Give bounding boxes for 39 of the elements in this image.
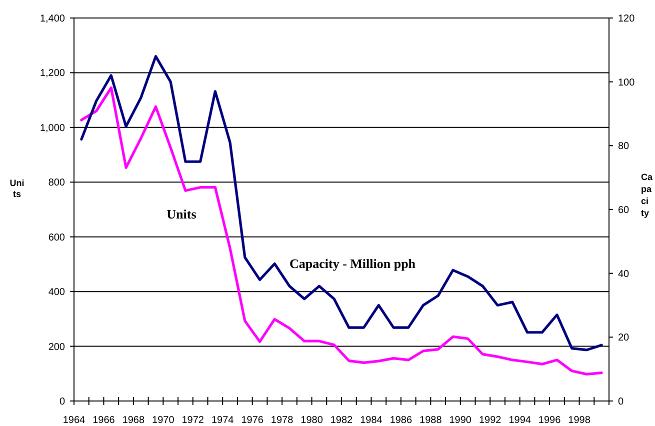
x-tick-label: 1996: [538, 415, 562, 426]
y2-tick-label: 80: [618, 141, 630, 152]
series-label: Units: [166, 206, 196, 222]
y-tick-label: 200: [48, 342, 66, 353]
y-axis-title: Units: [10, 178, 24, 199]
x-tick-label: 1964: [62, 415, 86, 426]
x-tick-label: 1982: [330, 415, 354, 426]
x-tick-label: 1988: [420, 415, 442, 426]
y2-tick-label: 20: [618, 332, 630, 344]
y2-tick-label: 120: [618, 14, 636, 24]
y-tick-label: 600: [48, 232, 66, 244]
y-tick-label: 400: [48, 287, 66, 298]
y-tick-label: 1,200: [40, 68, 66, 80]
x-tick-label: 1986: [390, 415, 413, 426]
y2-tick-label: 0: [618, 396, 624, 408]
y2-tick-label: 60: [618, 205, 630, 216]
x-tick-label: 1978: [270, 415, 294, 426]
x-tick-label: 1970: [152, 415, 175, 426]
y-tick-label: 800: [48, 178, 66, 189]
y-tick-label: 1,000: [40, 122, 66, 134]
y-tick-label: 0: [59, 396, 66, 408]
x-tick-label: 1994: [508, 415, 532, 426]
y2-tick-label: 100: [618, 77, 636, 88]
x-tick-label: 1992: [478, 415, 502, 426]
line-series: [80, 86, 603, 376]
x-tick-label: 1976: [241, 415, 264, 426]
x-tick-label: 1980: [300, 415, 324, 426]
x-tick-label: 1972: [182, 415, 204, 426]
line-series: [80, 55, 603, 352]
y2-tick-label: 40: [618, 268, 630, 280]
x-tick-label: 1968: [122, 415, 146, 426]
x-tick-label: 1966: [92, 415, 116, 426]
x-tick-label: 1990: [449, 415, 472, 426]
x-tick-label: 1984: [360, 415, 383, 426]
series-label: Capacity - Million pph: [289, 256, 416, 272]
x-tick-label: 1974: [211, 415, 234, 426]
x-tick-label: 1998: [568, 415, 591, 426]
y-tick-label: 1,400: [40, 14, 66, 24]
y2-axis-title: Capacity: [641, 172, 654, 218]
